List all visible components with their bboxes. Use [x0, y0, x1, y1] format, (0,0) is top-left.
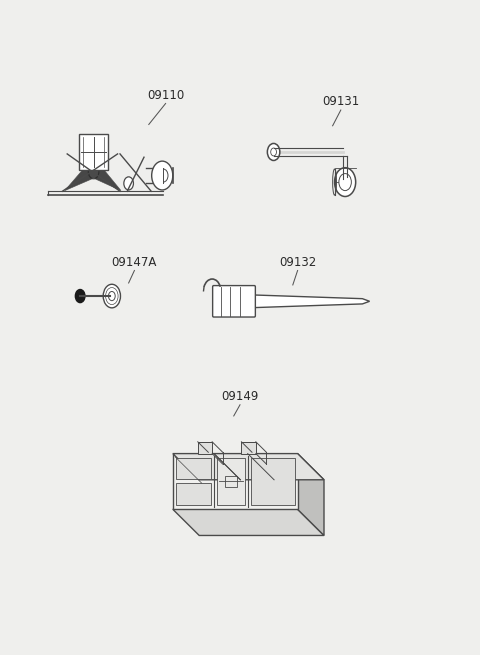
- Text: 09147A: 09147A: [112, 255, 157, 269]
- Text: 09110: 09110: [147, 88, 184, 102]
- Circle shape: [152, 161, 173, 190]
- Bar: [225, 476, 237, 487]
- Circle shape: [267, 143, 280, 160]
- Bar: [251, 457, 295, 506]
- Bar: [176, 483, 211, 506]
- Polygon shape: [173, 453, 298, 510]
- FancyBboxPatch shape: [213, 286, 255, 317]
- Text: 09149: 09149: [221, 390, 259, 403]
- Bar: [217, 457, 245, 506]
- Bar: [176, 457, 211, 479]
- Circle shape: [75, 290, 85, 303]
- Polygon shape: [247, 295, 370, 308]
- Circle shape: [103, 284, 120, 308]
- Circle shape: [124, 177, 133, 190]
- Polygon shape: [298, 453, 324, 536]
- Bar: [198, 441, 212, 453]
- Polygon shape: [173, 510, 324, 536]
- Bar: [79, 134, 108, 170]
- Bar: [241, 441, 256, 453]
- Polygon shape: [173, 453, 324, 479]
- Polygon shape: [65, 157, 121, 191]
- Circle shape: [335, 168, 356, 196]
- Text: 09132: 09132: [279, 255, 316, 269]
- Text: 09131: 09131: [322, 95, 360, 108]
- Circle shape: [88, 164, 99, 179]
